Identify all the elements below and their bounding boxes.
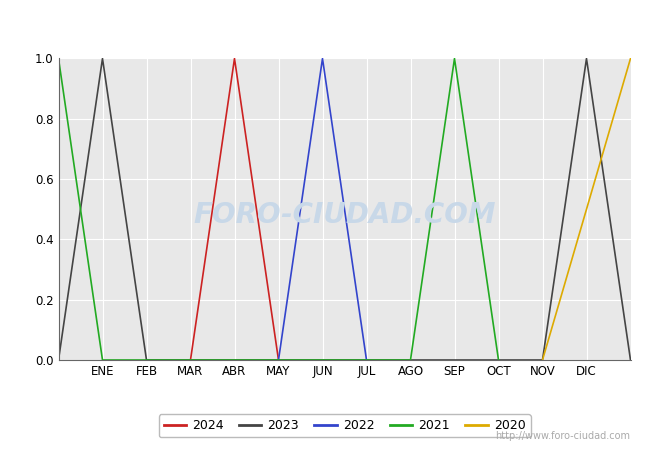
2024 (231, 56, 239, 61)
2023 (99, 56, 107, 61)
2024 (187, 357, 194, 363)
2023 (627, 357, 634, 363)
2023 (582, 56, 590, 61)
Line: 2022: 2022 (278, 58, 367, 360)
2021 (450, 56, 458, 61)
2023 (142, 357, 150, 363)
Legend: 2024, 2023, 2022, 2021, 2020: 2024, 2023, 2022, 2021, 2020 (159, 414, 530, 437)
Line: 2023: 2023 (58, 58, 630, 360)
2024 (274, 357, 282, 363)
Line: 2021: 2021 (58, 58, 499, 360)
2022 (363, 357, 370, 363)
2022 (274, 357, 282, 363)
2021 (407, 357, 415, 363)
2023 (539, 357, 547, 363)
Line: 2024: 2024 (190, 58, 278, 360)
2021 (55, 56, 62, 61)
Text: http://www.foro-ciudad.com: http://www.foro-ciudad.com (495, 431, 630, 441)
2023 (55, 357, 62, 363)
2021 (99, 357, 107, 363)
2021 (495, 357, 502, 363)
Text: Matriculaciones de Vehiculos en Arcos de las Salinas: Matriculaciones de Vehiculos en Arcos de… (96, 18, 554, 36)
2022 (318, 56, 326, 61)
Text: FORO-CIUDAD.COM: FORO-CIUDAD.COM (193, 201, 496, 230)
